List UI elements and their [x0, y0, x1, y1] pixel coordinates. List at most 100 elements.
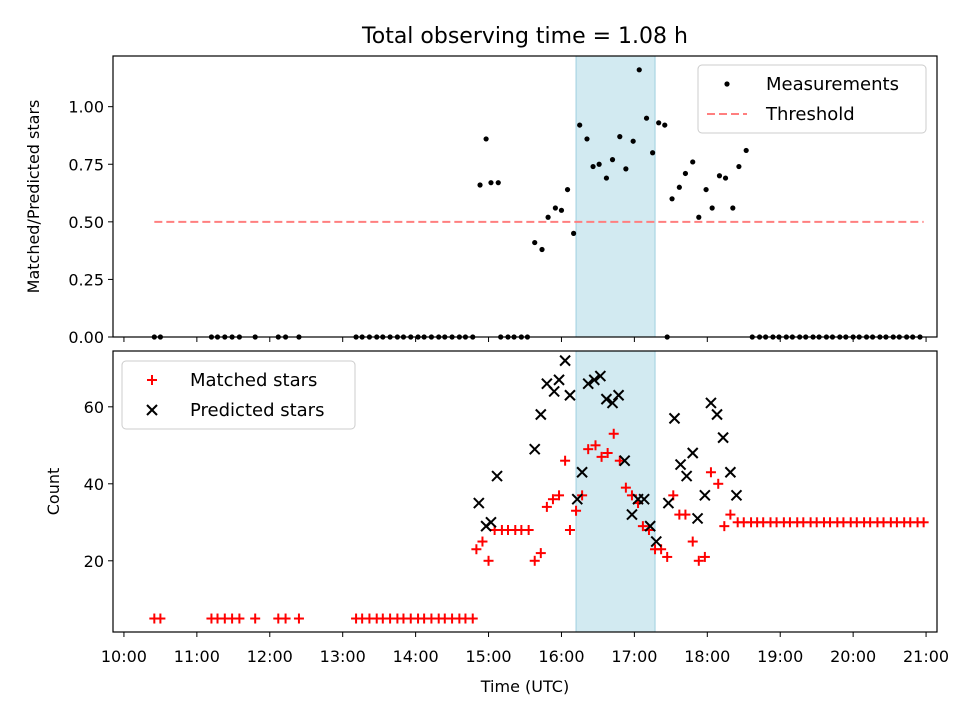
- bottom-y-tick-label: 20: [84, 552, 104, 571]
- bottom-legend: Matched stars Predicted stars: [121, 360, 356, 430]
- top-y-tick-label: 0.00: [68, 328, 104, 347]
- predicted-stars-marker: [548, 385, 560, 398]
- measurement-point: [590, 163, 596, 170]
- predicted-stars-marker: [668, 412, 681, 425]
- legend-matched-marker: [147, 375, 157, 385]
- measurement-point: [488, 180, 494, 186]
- bottom-panel: 20 40 60 10:00 11:00 12:00 13:00 14:00 15:00 16:0…: [44, 350, 949, 696]
- predicted-stars-marker: [571, 493, 583, 505]
- matched-stars-marker: [705, 467, 716, 478]
- matched-stars-marker: [620, 482, 631, 493]
- measurement-point: [703, 186, 709, 193]
- measurement-point: [571, 230, 577, 236]
- measurement-point: [643, 115, 650, 121]
- top-panel: 0.00 0.25 0.50 0.75 1.00 Matched/Predicted st…: [24, 55, 938, 347]
- matched-stars-marker: [554, 490, 565, 501]
- measurement-point: [532, 239, 538, 246]
- bottom-x-tick-label: 13:00: [320, 647, 366, 666]
- predicted-stars-marker: [529, 443, 541, 455]
- matched-stars-marker: [713, 478, 724, 489]
- matched-stars-marker: [693, 555, 704, 566]
- top-legend: Measurements Threshold: [697, 64, 927, 134]
- predicted-stars-marker: [559, 354, 571, 367]
- predicted-stars-marker: [638, 493, 650, 505]
- matched-stars-marker: [541, 501, 552, 512]
- matched-stars-marker: [614, 455, 625, 466]
- measurement-point: [545, 214, 551, 220]
- predicted-stars-marker: [485, 516, 497, 529]
- matched-stars-marker: [564, 524, 575, 535]
- matched-stars-marker: [699, 551, 710, 562]
- matched-stars-marker: [918, 517, 929, 528]
- predicted-stars-marker: [564, 389, 576, 401]
- predicted-stars-marker: [594, 370, 607, 382]
- top-y-tick-label: 0.25: [68, 270, 104, 289]
- matched-stars-marker: [560, 455, 571, 466]
- bottom-x-tick-label: 16:00: [538, 647, 584, 666]
- matched-stars-marker: [280, 613, 291, 624]
- predicted-stars-marker: [535, 408, 547, 421]
- measurement-point: [650, 150, 656, 156]
- predicted-stars-marker: [699, 489, 711, 502]
- predicted-stars-marker: [600, 393, 613, 405]
- measurement-point: [609, 157, 616, 163]
- measurement-point: [552, 205, 558, 211]
- measurement-point: [743, 147, 749, 154]
- legend-threshold-label: Threshold: [765, 104, 855, 125]
- measurement-point: [617, 134, 623, 140]
- top-y-tick-label: 1.00: [68, 98, 104, 117]
- predicted-stars-marker: [674, 458, 687, 471]
- measurement-point: [722, 175, 729, 181]
- top-highlight-span: [576, 56, 656, 337]
- predicted-stars-marker: [711, 408, 723, 421]
- predicted-stars-marker: [576, 466, 588, 478]
- bottom-y-axis-label: Count: [44, 468, 63, 516]
- legend-box: [697, 64, 927, 134]
- measurement-point: [539, 246, 545, 253]
- matched-stars-marker: [602, 448, 613, 459]
- matched-stars-marker: [719, 521, 730, 532]
- measurement-point: [682, 170, 689, 177]
- predicted-stars-marker: [717, 431, 729, 444]
- bottom-x-tick-label: 18:00: [684, 647, 730, 666]
- predicted-stars-marker: [680, 470, 693, 482]
- predicted-stars-marker: [582, 378, 594, 390]
- measurement-point: [630, 138, 636, 144]
- figure-title: Total observing time = 1.08 h: [361, 24, 688, 49]
- legend-matched-label: Matched stars: [190, 370, 317, 391]
- matched-stars-marker: [535, 548, 546, 559]
- predicted-stars-marker: [553, 374, 565, 386]
- predicted-stars-marker: [691, 512, 704, 525]
- matched-stars-marker: [680, 509, 691, 520]
- top-axes-frame: [112, 55, 938, 338]
- legend-predicted-marker: [146, 404, 158, 416]
- matched-stars-marker: [483, 555, 494, 566]
- predicted-stars-marker: [705, 397, 717, 409]
- bottom-x-tick-label: 19:00: [757, 647, 803, 666]
- matched-stars-marker: [583, 444, 594, 455]
- measurement-point: [603, 175, 610, 181]
- bottom-x-axis-label: Time (UTC): [480, 677, 569, 696]
- legend-predicted-label: Predicted stars: [190, 400, 324, 421]
- predicted-stars-marker: [724, 466, 737, 478]
- matched-stars-marker: [250, 613, 261, 624]
- legend-measurements-marker: [724, 81, 730, 87]
- matched-stars-marker: [471, 544, 482, 555]
- measurement-point: [709, 205, 715, 211]
- legend-measurements-label: Measurements: [766, 74, 899, 95]
- measurement-point: [483, 136, 489, 142]
- legend-box: [121, 360, 356, 430]
- predicted-stars-marker: [687, 447, 699, 459]
- matched-stars-marker: [477, 536, 488, 547]
- matched-stars-marker: [662, 551, 673, 562]
- bottom-x-tick-label: 12:00: [247, 647, 293, 666]
- measurement-point: [696, 214, 702, 220]
- predicted-stars-marker: [612, 389, 625, 401]
- measurement-point: [564, 186, 571, 193]
- predicted-stars-marker: [626, 508, 638, 521]
- measurement-point: [623, 166, 629, 172]
- measurement-point: [577, 122, 583, 128]
- matched-stars-marker: [467, 613, 478, 624]
- predicted-stars-marker: [650, 535, 662, 548]
- matched-stars-marker: [687, 536, 698, 547]
